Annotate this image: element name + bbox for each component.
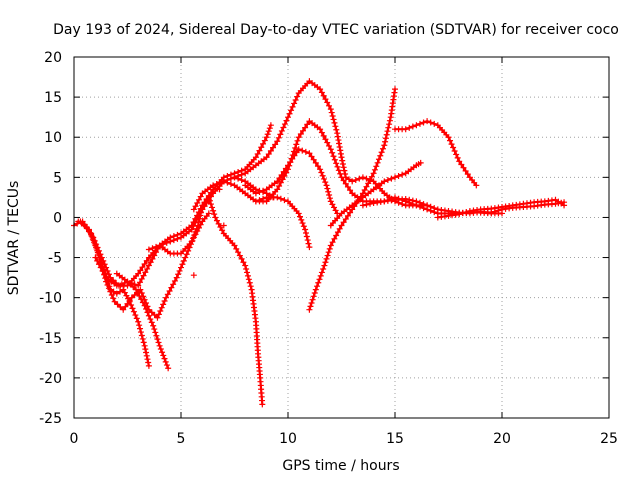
series-markers-pass-10: [252, 194, 313, 251]
x-tick-labels: 0 5 10 15 20 25: [70, 431, 618, 447]
y-tick-label: 20: [44, 50, 62, 66]
series-line-pass-13: [393, 120, 478, 187]
x-axis-label: GPS time / hours: [282, 458, 399, 474]
series-markers-pass-13: [392, 118, 480, 189]
axis-ticks: [73, 56, 610, 419]
series-markers-pass-6: [145, 194, 266, 408]
series-line-pass-5: [115, 124, 272, 287]
stray-point-markers: [190, 186, 227, 279]
y-tick-label: -10: [39, 291, 62, 307]
series-line-pass-2: [77, 220, 170, 370]
plot-frame: [73, 56, 610, 419]
y-tick-label: 5: [53, 170, 62, 186]
series-markers-pass-15: [434, 196, 568, 221]
series-line-pass-7: [192, 120, 429, 211]
series-markers-pass-11: [306, 86, 398, 313]
chart-title: Day 193 of 2024, Sidereal Day-to-day VTE…: [53, 22, 619, 38]
series-markers-pass-12: [327, 159, 424, 229]
series-markers-pass-5: [113, 122, 274, 289]
x-tick-label: 5: [177, 431, 186, 447]
y-tick-label: 15: [44, 90, 62, 106]
y-tick-label: -25: [39, 411, 62, 427]
series-markers-pass-2: [75, 218, 172, 372]
x-tick-label: 20: [493, 431, 511, 447]
data-series: [71, 78, 568, 408]
series-markers-pass-9: [242, 146, 341, 217]
x-tick-label: 25: [600, 431, 618, 447]
y-tick-label: -5: [48, 251, 62, 267]
y-tick-label: -15: [39, 331, 62, 347]
series-markers-pass-7: [190, 118, 431, 213]
y-tick-label: 10: [44, 130, 62, 146]
x-tick-label: 10: [279, 431, 297, 447]
y-tick-label: 0: [53, 210, 62, 226]
y-tick-label: -20: [39, 371, 62, 387]
y-axis-label: SDTVAR / TECUs: [6, 181, 22, 296]
y-tick-labels: 20 15 10 5 0 -5 -10 -15 -20 -25: [39, 50, 62, 427]
x-tick-label: 0: [70, 431, 79, 447]
x-tick-label: 15: [386, 431, 404, 447]
grid-lines: [74, 57, 609, 418]
series-line-pass-11: [308, 87, 397, 311]
